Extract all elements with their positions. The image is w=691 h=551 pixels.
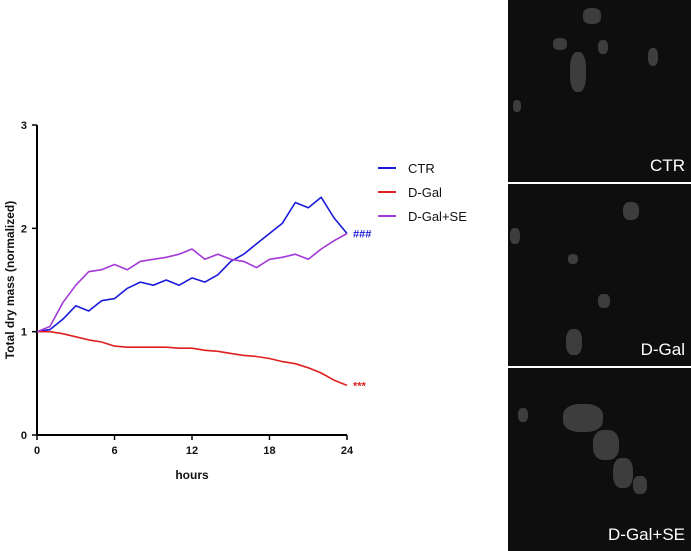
x-axis-title: hours <box>175 468 209 482</box>
panel-dgal: D-Gal <box>508 184 691 366</box>
series-line-ctr <box>36 196 348 333</box>
cell-image <box>566 329 582 355</box>
x-tick-label: 0 <box>34 445 40 457</box>
microscopy-panels: CTR D-Gal D-Gal+SE <box>508 0 691 551</box>
legend-label-dgal-se: D-Gal+SE <box>408 208 467 224</box>
axes <box>32 124 348 440</box>
x-tick-label: 12 <box>186 445 198 457</box>
y-tick-label: 0 <box>21 430 27 442</box>
cell-image <box>513 100 521 112</box>
significance-label: *** <box>353 380 367 392</box>
x-tick-label: 24 <box>341 445 354 457</box>
panel-label: D-Gal+SE <box>608 525 685 544</box>
legend: CTR D-Gal D-Gal+SE <box>378 156 467 228</box>
cell-image <box>648 48 658 66</box>
y-tick-label: 3 <box>21 120 27 132</box>
legend-item-dgal: D-Gal <box>378 180 467 204</box>
significance-label: ### <box>353 229 371 241</box>
panel-dgal-se: D-Gal+SE <box>508 368 691 551</box>
panel-label: D-Gal <box>640 340 685 359</box>
legend-item-ctr: CTR <box>378 156 467 180</box>
y-tick-label: 1 <box>21 327 27 339</box>
legend-swatch-ctr <box>378 167 396 169</box>
cell-image <box>613 458 633 488</box>
series-line-d-gal <box>37 330 348 387</box>
legend-label-dgal: D-Gal <box>408 184 442 200</box>
cell-image <box>568 254 578 264</box>
cell-image <box>623 202 639 220</box>
cell-image <box>598 294 610 308</box>
x-tick-label: 18 <box>263 445 275 457</box>
series-line-d-gal-se <box>36 232 348 333</box>
cell-image <box>598 40 608 54</box>
cell-image <box>633 476 647 494</box>
panel-label: CTR <box>650 156 685 175</box>
legend-swatch-dgal <box>378 191 396 193</box>
legend-item-dgal-se: D-Gal+SE <box>378 204 467 228</box>
series-layer <box>36 196 348 387</box>
legend-label-ctr: CTR <box>408 160 435 176</box>
y-axis-title: Total dry mass (normalized) <box>3 201 17 359</box>
cell-image <box>593 430 619 460</box>
x-tick-label: 6 <box>111 445 117 457</box>
cell-image <box>518 408 528 422</box>
cell-image <box>583 8 601 24</box>
cell-image <box>510 228 520 244</box>
cell-image <box>570 52 586 92</box>
chart-area: 0 1 2 3 0 6 12 18 24 hours Total dry mass (normali… <box>3 120 467 482</box>
cell-image <box>563 404 603 432</box>
legend-swatch-dgal-se <box>378 215 396 217</box>
y-tick-label: 2 <box>21 223 27 235</box>
panel-ctr: CTR <box>508 0 691 182</box>
cell-image <box>553 38 567 50</box>
